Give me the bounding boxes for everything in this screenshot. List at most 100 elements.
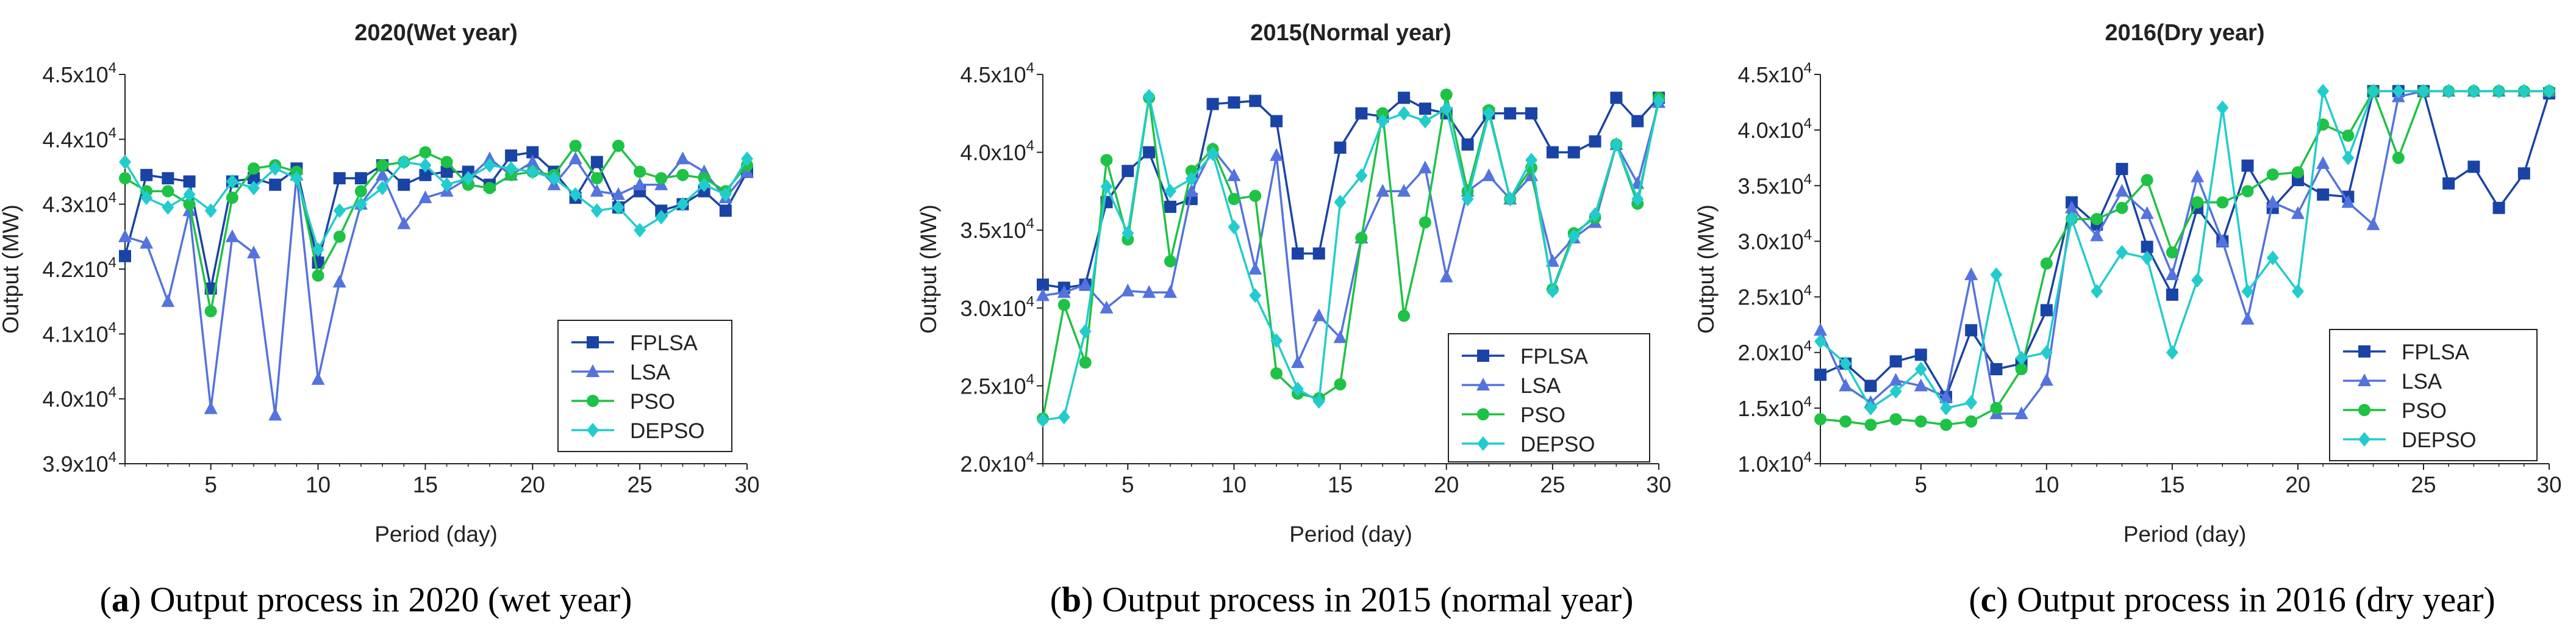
data-point <box>1206 98 1219 110</box>
data-point <box>1270 148 1284 161</box>
data-point <box>2241 284 2254 299</box>
data-point <box>1398 106 1411 121</box>
data-point <box>1814 369 1826 381</box>
data-point <box>247 245 261 259</box>
y-tick-exponent: 4 <box>1804 449 1812 466</box>
y-tick-mantissa: 4.5x10 <box>961 62 1026 87</box>
data-point <box>1814 323 1827 336</box>
y-tick-mantissa: 4.0x10 <box>1738 118 1804 143</box>
data-point <box>1057 298 1070 311</box>
x-tick-label: 10 <box>1222 472 1247 497</box>
chart-panel-1: 2020(Wet year)5 10 15 20 25 303.9x1044.0x1044… <box>0 20 760 547</box>
data-point <box>2141 174 2153 187</box>
data-point <box>204 401 218 414</box>
data-point <box>1249 190 1262 203</box>
data-point <box>1355 168 1368 183</box>
data-point <box>161 294 175 308</box>
data-point <box>1864 400 1877 416</box>
legend: FPLSA LSA PSO DEPSO <box>557 320 732 452</box>
y-tick-mantissa: 4.4x10 <box>43 127 109 152</box>
y-tick-exponent: 4 <box>1804 226 1812 243</box>
x-axis-label: Period (day) <box>374 522 498 547</box>
y-axis-label: Output (MW) <box>1694 204 1719 334</box>
y-tick-exponent: 4 <box>1804 115 1812 132</box>
data-point <box>312 269 324 282</box>
y-tick-exponent: 4 <box>1026 60 1034 76</box>
data-point <box>2467 84 2480 99</box>
data-point <box>1312 247 1325 260</box>
data-point <box>333 230 346 243</box>
data-point <box>590 203 603 218</box>
legend-entry: FPLSA <box>630 331 698 355</box>
data-point <box>590 184 604 197</box>
data-point <box>1965 415 1978 428</box>
data-point <box>2366 217 2380 231</box>
y-tick-label: 2.0x104 <box>961 449 1034 477</box>
y-tick-exponent: 4 <box>1026 138 1034 154</box>
x-tick-label: 30 <box>2536 472 2561 497</box>
data-point <box>1376 107 1389 120</box>
data-point <box>1567 229 1580 244</box>
y-tick-mantissa: 1.5x10 <box>1738 396 1804 421</box>
y-tick-mantissa: 4.1x10 <box>43 322 109 347</box>
x-tick-label: 30 <box>1646 472 1671 497</box>
y-tick-exponent: 4 <box>1804 171 1812 187</box>
data-point <box>418 190 432 204</box>
data-point <box>612 139 624 152</box>
data-point <box>655 209 668 225</box>
data-point <box>162 185 174 198</box>
y-tick-exponent: 4 <box>109 60 116 76</box>
data-point <box>333 172 346 185</box>
data-point <box>1100 300 1114 314</box>
series-line <box>1042 95 1660 422</box>
data-point <box>226 174 238 189</box>
y-tick-mantissa: 2.0x10 <box>1738 340 1804 365</box>
y-tick-exponent: 4 <box>1804 60 1812 76</box>
y-tick-label: 3.0x104 <box>961 293 1034 321</box>
y-tick-mantissa: 2.0x10 <box>961 452 1026 477</box>
data-point <box>1965 324 1978 337</box>
data-point <box>1839 415 1852 428</box>
data-point <box>1814 413 1826 426</box>
data-point <box>1864 419 1877 431</box>
y-tick-mantissa: 3.0x10 <box>1738 229 1804 254</box>
data-point <box>1419 113 1431 129</box>
data-point <box>2241 159 2254 172</box>
y-tick-exponent: 4 <box>1026 215 1034 232</box>
y-tick-label: 4.2x104 <box>43 254 116 282</box>
data-point <box>548 171 560 186</box>
caption-a: (a) Output process in 2020 (wet year) <box>99 580 632 619</box>
legend-marker <box>2358 345 2370 358</box>
data-point <box>676 196 689 212</box>
data-point <box>633 177 647 190</box>
data-point <box>2165 267 2179 281</box>
data-point <box>590 156 603 168</box>
data-point <box>568 151 582 165</box>
data-point <box>719 187 732 202</box>
x-tick-label: 25 <box>2411 472 2436 497</box>
y-tick-exponent: 4 <box>109 384 116 401</box>
data-point <box>2517 167 2530 180</box>
data-point <box>1418 160 1432 174</box>
caption-paren: ) <box>129 580 141 619</box>
data-point <box>1290 355 1304 369</box>
x-tick-label: 5 <box>1122 472 1134 497</box>
data-point <box>505 149 518 162</box>
y-tick-mantissa: 4.5x10 <box>43 62 109 87</box>
data-point <box>526 154 540 168</box>
y-tick-exponent: 4 <box>1026 371 1034 387</box>
data-point <box>2317 188 2330 201</box>
data-point <box>2467 160 2480 173</box>
data-point <box>1461 192 1474 207</box>
data-point <box>1376 184 1390 197</box>
x-tick-label: 15 <box>1328 472 1353 497</box>
y-axis-label: Output (MW) <box>0 204 23 334</box>
data-point <box>183 187 196 202</box>
data-point <box>2492 201 2505 214</box>
data-point <box>2543 84 2555 99</box>
data-point <box>2442 177 2455 190</box>
data-point <box>1121 283 1135 297</box>
data-point <box>2216 234 2230 247</box>
data-point <box>225 229 239 242</box>
